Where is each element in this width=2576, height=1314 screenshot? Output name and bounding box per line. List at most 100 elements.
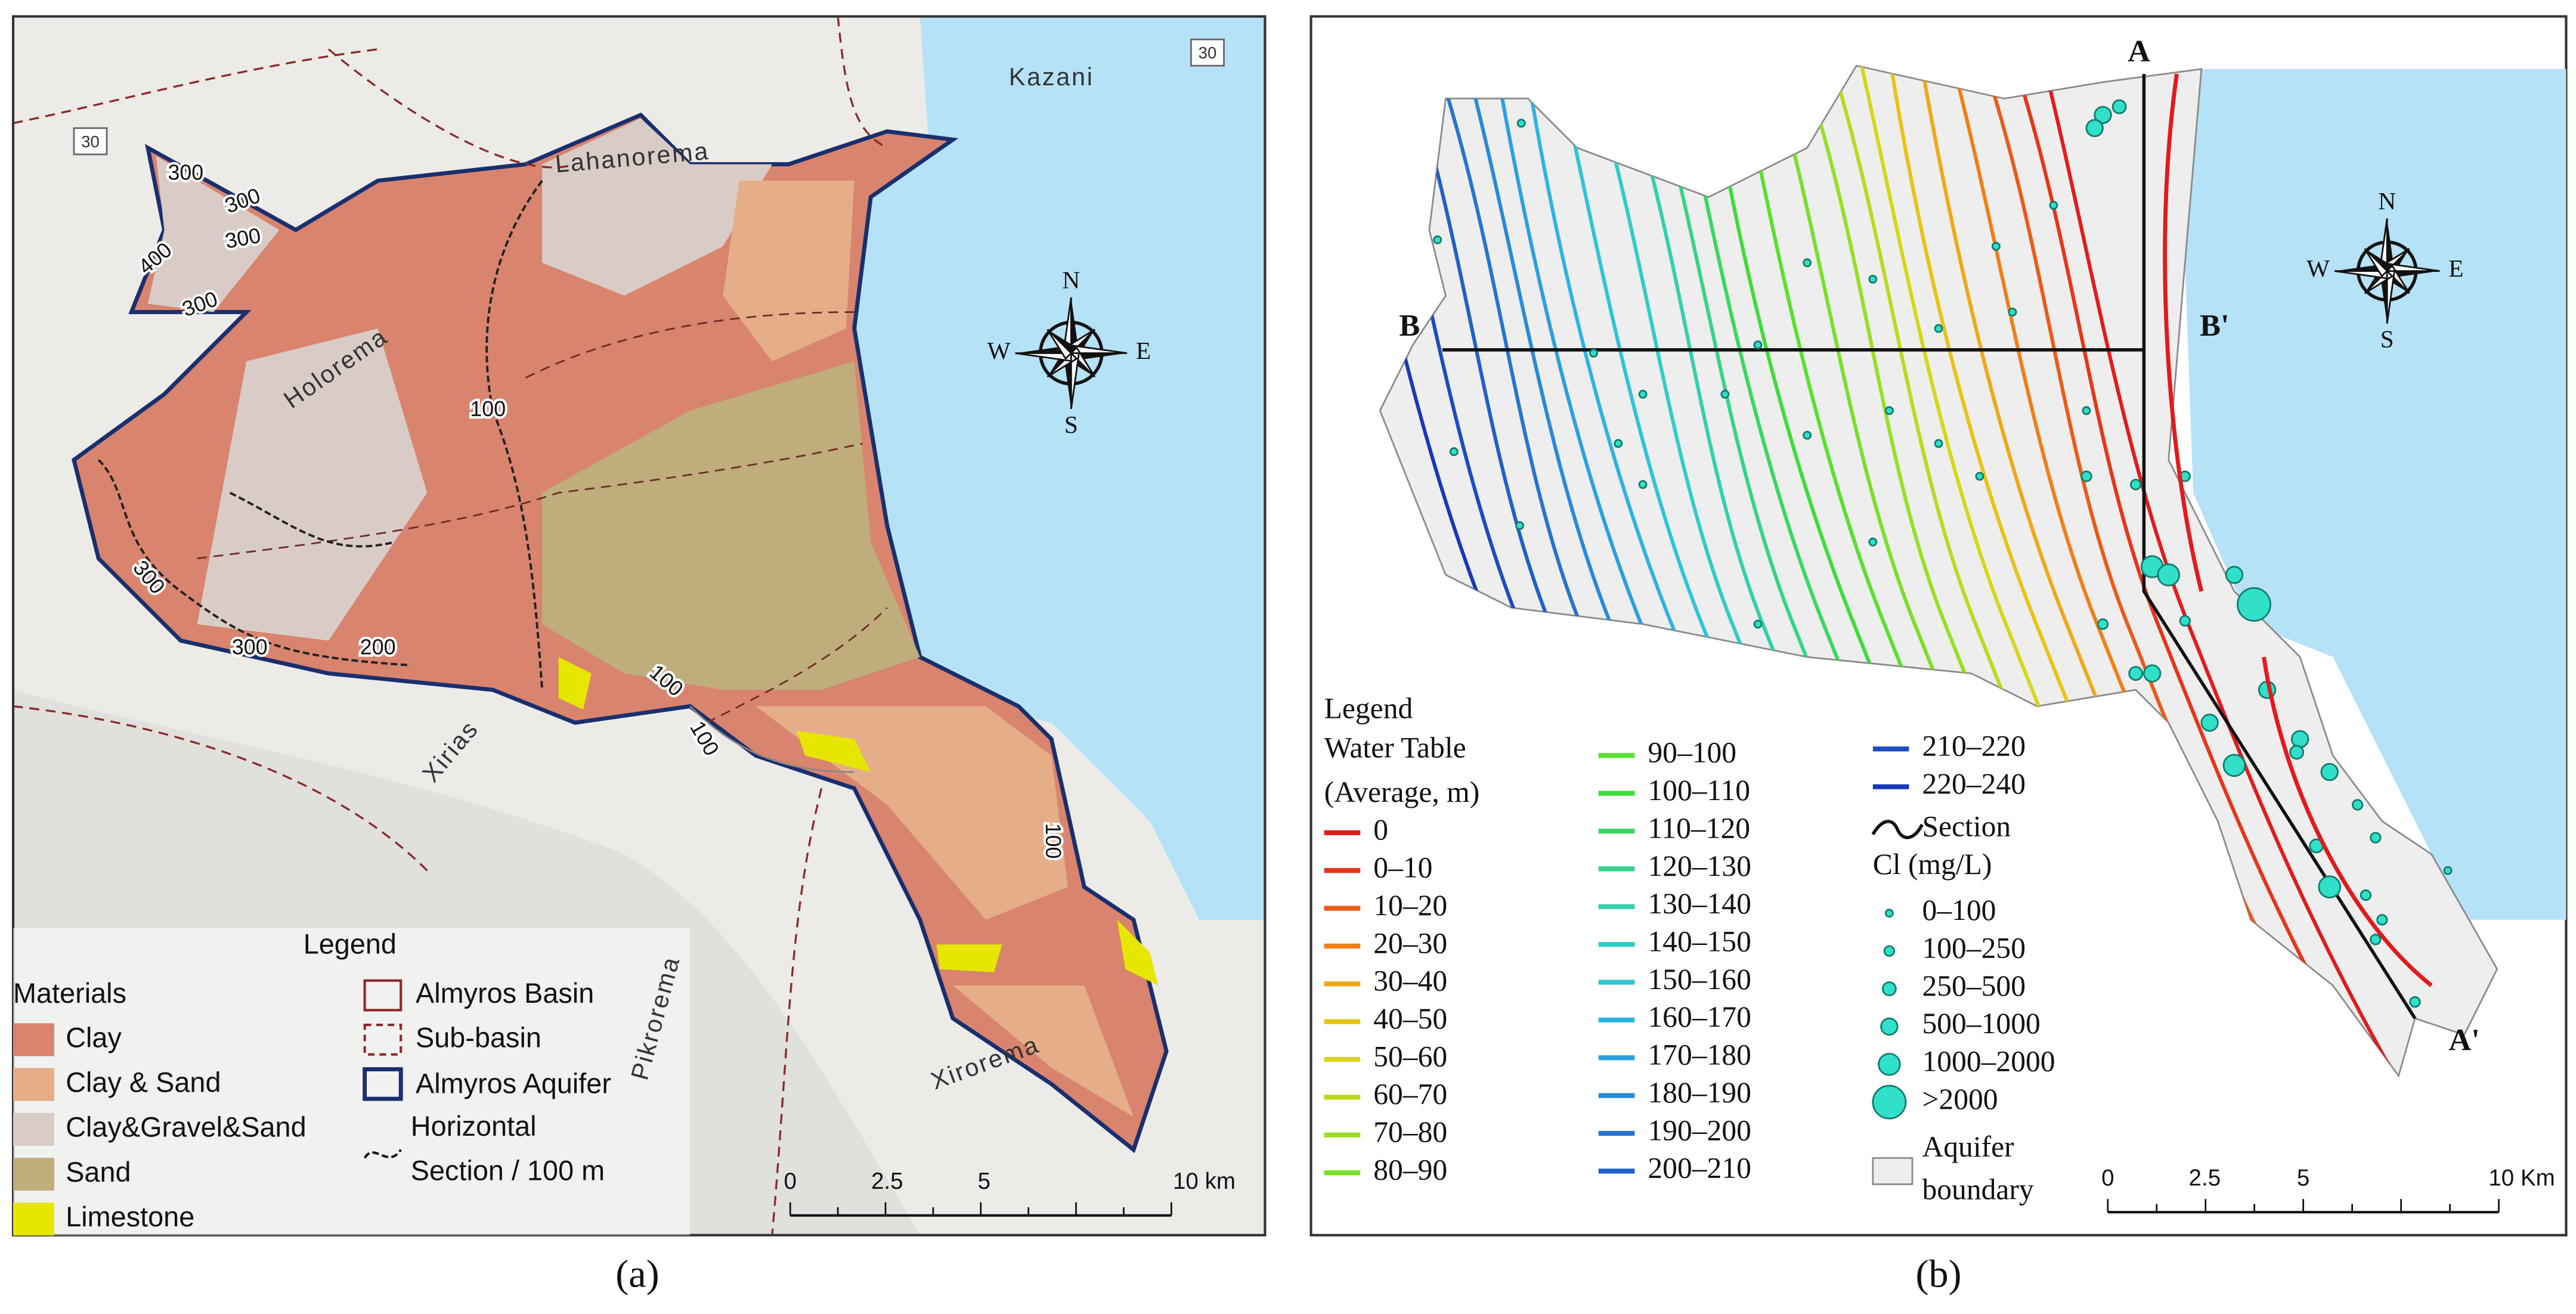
compass-point — [2387, 218, 2395, 271]
chloride-point — [1803, 430, 1812, 440]
chloride-point — [2085, 119, 2104, 138]
chloride-point — [1884, 406, 1894, 416]
compass-n: N — [1062, 266, 1080, 293]
legend-label: 0–10 — [1373, 851, 1432, 884]
contour-label: 100 — [1041, 823, 1065, 859]
legend-label: 160–170 — [1648, 1000, 1751, 1033]
legend-label: 70–80 — [1373, 1115, 1447, 1148]
chloride-point — [2237, 587, 2271, 622]
legend-label: Horizontal — [411, 1111, 537, 1142]
legend-subtitle: Water Table — [1324, 731, 1466, 764]
legend-swatch — [363, 1024, 402, 1056]
chloride-point — [2351, 799, 2364, 811]
chloride-point — [2290, 730, 2309, 748]
place-label: Kazani — [1009, 63, 1094, 91]
clay-gravel-sand — [147, 118, 772, 641]
chloride-point — [2128, 666, 2144, 681]
chloride-point — [1720, 389, 1730, 399]
compass-point — [2334, 264, 2388, 271]
chloride-point — [1515, 521, 1524, 531]
chloride-point — [2200, 714, 2219, 732]
clay-sand — [723, 181, 1134, 1117]
compass-s: S — [1064, 411, 1078, 438]
caption: (b) — [1915, 1253, 1961, 1296]
legend-label: 1000–2000 — [1922, 1045, 2055, 1078]
legend-label: 20–30 — [1373, 926, 1447, 959]
chloride-point — [2370, 934, 2382, 946]
legend-label: boundary — [1922, 1173, 2033, 1206]
legend-label: Clay — [66, 1022, 122, 1053]
chloride-point — [1803, 258, 1812, 268]
legend-label: 120–130 — [1648, 850, 1751, 882]
legend-label: >2000 — [1922, 1083, 1998, 1115]
contour — [2163, 73, 2433, 987]
chloride-points — [1433, 99, 2453, 1008]
legend-label: Sand — [66, 1157, 131, 1188]
legend-label: Almyros Aquifer — [416, 1068, 611, 1099]
sub-basin — [13, 16, 888, 1235]
legend-swatch — [1872, 1157, 1914, 1185]
chloride-point — [1433, 235, 1442, 244]
legend-label: Almyros Basin — [416, 978, 594, 1009]
legend-box — [13, 928, 691, 1235]
legend-label: Section / 100 m — [411, 1155, 605, 1186]
road-label: 30 — [81, 132, 100, 151]
scale-label: 5 — [978, 1169, 990, 1194]
compass-point — [1071, 353, 1127, 361]
compass-point — [1046, 328, 1073, 360]
legend-label: 0 — [1373, 813, 1388, 846]
legend-label: 100–110 — [1648, 774, 1750, 807]
legend-label: 140–150 — [1648, 925, 1751, 958]
chloride-point — [2289, 745, 2305, 760]
contour-label: 200 — [360, 636, 396, 659]
contour — [2008, 66, 2390, 1076]
legend-title: Legend — [304, 928, 397, 959]
chloride-point — [1868, 274, 1878, 284]
contour — [97, 179, 544, 690]
legend-label: 90–100 — [1648, 736, 1736, 769]
legend-swatch — [1880, 1017, 1899, 1036]
compass-w: W — [987, 337, 1011, 364]
legend-swatch — [363, 979, 402, 1012]
chloride-point — [1589, 348, 1598, 358]
compass-w: W — [2306, 255, 2330, 282]
chloride-point — [1753, 340, 1763, 349]
legend-label: Aquifer — [1922, 1130, 2014, 1163]
compass-n: N — [2378, 187, 2396, 215]
sub-basin — [197, 311, 888, 724]
section-label: A' — [2448, 1022, 2479, 1057]
legend-swatch — [13, 1023, 54, 1056]
road-label: 30 — [1199, 44, 1217, 62]
chloride-point — [1868, 537, 1878, 547]
chloride-point — [2409, 996, 2421, 1008]
legend-swatch — [13, 1112, 54, 1146]
legend-label: Clay&Gravel&Sand — [66, 1112, 306, 1143]
legend-subtitle: Materials — [13, 978, 126, 1009]
chloride-point — [2008, 308, 2017, 317]
legend-swatch — [13, 1203, 54, 1236]
river — [689, 705, 854, 773]
section-label: A — [2128, 34, 2150, 69]
scale-label: 10 km — [1173, 1169, 1236, 1194]
legend-label: 60–70 — [1373, 1078, 1447, 1111]
compass-point — [1047, 329, 1077, 354]
section-a — [2142, 73, 2417, 1019]
legend-label: Limestone — [66, 1201, 194, 1232]
section-label: B — [1399, 308, 1420, 343]
compass-point — [1071, 297, 1079, 354]
legend-label: 110–120 — [1648, 811, 1750, 844]
chloride-point — [1614, 439, 1623, 448]
legend-subtitle: (Average, m) — [1324, 776, 1480, 808]
chloride-point — [2094, 106, 2112, 125]
legend-label: 80–90 — [1373, 1153, 1447, 1186]
compass-e: E — [2448, 255, 2463, 282]
sea — [2185, 69, 2566, 920]
contour-label: 300 — [232, 636, 268, 659]
chloride-point — [2049, 200, 2058, 210]
legend-label: 210–220 — [1922, 730, 2026, 763]
chloride-point — [2225, 566, 2244, 584]
compass-s: S — [2380, 326, 2394, 353]
legend-label: 180–190 — [1648, 1076, 1751, 1109]
